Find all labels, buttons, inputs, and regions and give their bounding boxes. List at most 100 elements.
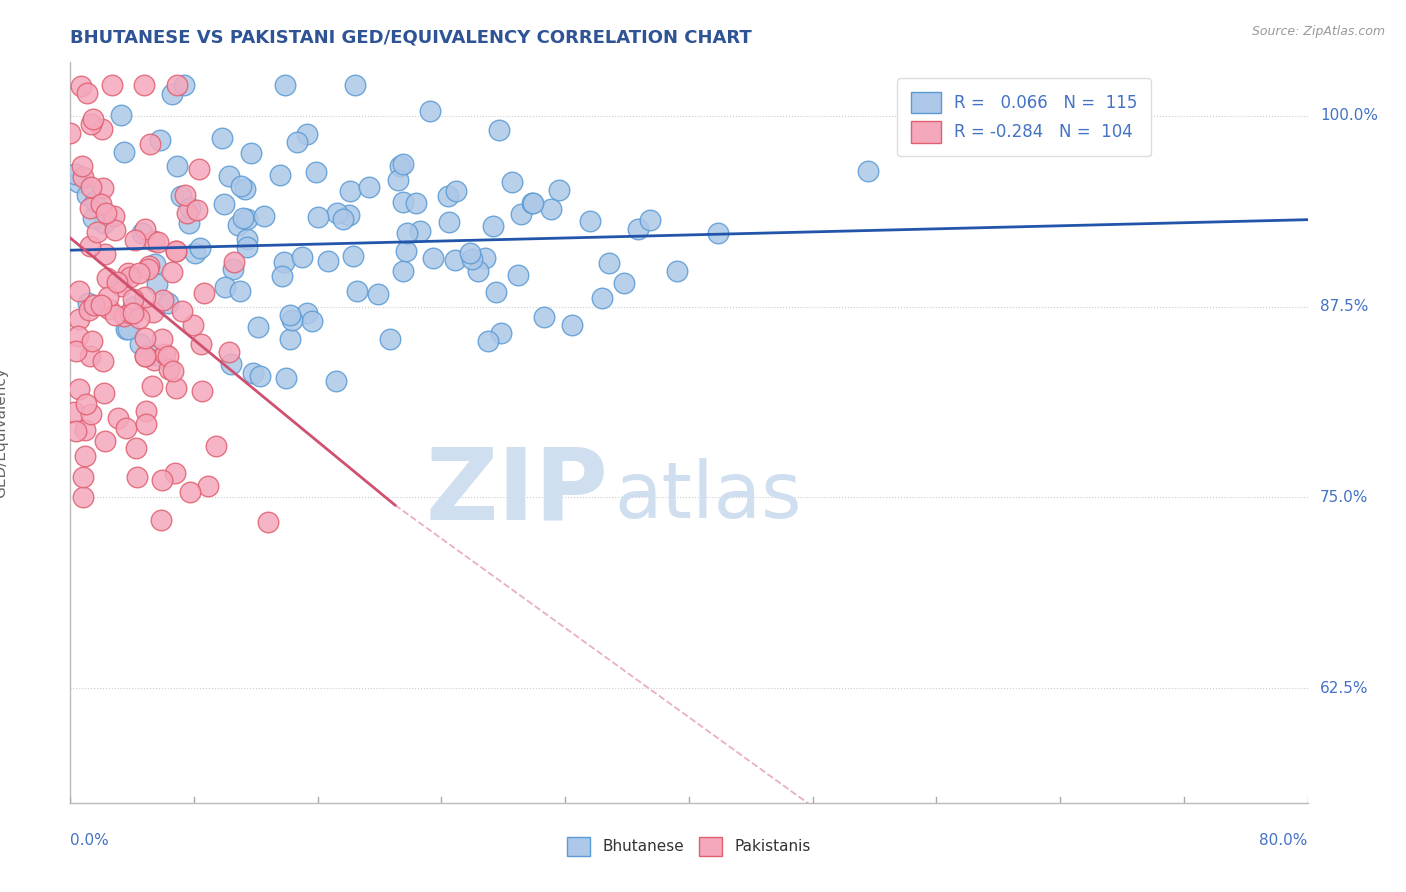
Point: [79, 349, 101, 363]
Point: [94, 206, 117, 220]
Point: [591, 291, 613, 305]
Point: [325, 374, 347, 388]
Point: [219, 357, 242, 371]
Point: [63, 405, 86, 419]
Point: [121, 301, 143, 315]
Point: [396, 226, 419, 240]
Point: [290, 250, 312, 264]
Text: atlas: atlas: [614, 458, 803, 533]
Point: [344, 78, 367, 93]
Point: [235, 240, 257, 254]
Point: [165, 381, 187, 395]
Point: [278, 332, 301, 346]
Point: [135, 417, 157, 431]
Point: [80, 117, 103, 131]
Point: [82, 112, 104, 127]
Point: [97, 290, 120, 304]
Point: [256, 516, 278, 530]
Point: [93, 216, 115, 230]
Point: [613, 276, 636, 290]
Point: [128, 337, 150, 351]
Point: [437, 215, 460, 229]
Point: [707, 226, 730, 240]
Point: [273, 255, 295, 269]
Point: [67, 312, 90, 326]
Point: [143, 234, 166, 248]
Point: [236, 211, 259, 226]
Point: [83, 194, 105, 209]
Point: [184, 246, 207, 260]
Point: [437, 188, 460, 202]
Point: [211, 130, 233, 145]
Point: [80, 179, 103, 194]
Point: [103, 210, 125, 224]
Point: [117, 267, 139, 281]
Point: [114, 421, 136, 435]
Point: [145, 348, 167, 362]
Point: [65, 344, 87, 359]
Point: [146, 235, 169, 250]
Point: [134, 331, 156, 345]
Text: 75.0%: 75.0%: [1320, 490, 1368, 505]
Point: [461, 252, 484, 267]
Point: [181, 318, 204, 333]
Point: [301, 314, 323, 328]
Point: [444, 184, 467, 198]
Point: [222, 255, 245, 269]
Point: [274, 78, 297, 93]
Text: GED/Equivalency: GED/Equivalency: [0, 368, 8, 498]
Point: [67, 284, 90, 298]
Point: [127, 470, 149, 484]
Point: [179, 202, 201, 216]
Point: [188, 242, 211, 256]
Text: Source: ZipAtlas.com: Source: ZipAtlas.com: [1251, 25, 1385, 38]
Point: [157, 362, 180, 376]
Point: [79, 201, 101, 215]
Point: [405, 196, 427, 211]
Point: [134, 78, 156, 93]
Point: [533, 310, 555, 325]
Point: [205, 439, 228, 453]
Point: [94, 434, 117, 449]
Point: [510, 207, 533, 221]
Point: [69, 78, 91, 93]
Point: [316, 254, 339, 268]
Text: 62.5%: 62.5%: [1320, 681, 1368, 696]
Point: [218, 345, 240, 359]
Point: [143, 257, 166, 271]
Point: [72, 490, 94, 504]
Point: [93, 353, 115, 368]
Point: [77, 302, 100, 317]
Text: 0.0%: 0.0%: [70, 833, 110, 848]
Point: [70, 159, 93, 173]
Point: [82, 211, 104, 225]
Point: [72, 169, 94, 184]
Point: [105, 275, 128, 289]
Point: [90, 197, 112, 211]
Text: BHUTANESE VS PAKISTANI GED/EQUIVALENCY CORRELATION CHART: BHUTANESE VS PAKISTANI GED/EQUIVALENCY C…: [70, 29, 752, 47]
Point: [378, 332, 401, 346]
Point: [96, 271, 118, 285]
Point: [392, 194, 415, 209]
Point: [422, 251, 444, 265]
Point: [89, 298, 111, 312]
Point: [156, 349, 179, 363]
Point: [107, 411, 129, 425]
Point: [278, 308, 301, 322]
Point: [229, 285, 252, 299]
Point: [103, 223, 125, 237]
Point: [141, 305, 163, 319]
Point: [561, 318, 583, 333]
Point: [269, 168, 291, 182]
Point: [101, 78, 124, 93]
Point: [389, 159, 412, 173]
Point: [66, 328, 89, 343]
Point: [520, 196, 543, 211]
Point: [75, 396, 97, 410]
Point: [522, 195, 544, 210]
Point: [86, 225, 108, 239]
Point: [76, 86, 98, 100]
Point: [79, 408, 101, 422]
Point: [295, 306, 318, 320]
Point: [191, 384, 214, 398]
